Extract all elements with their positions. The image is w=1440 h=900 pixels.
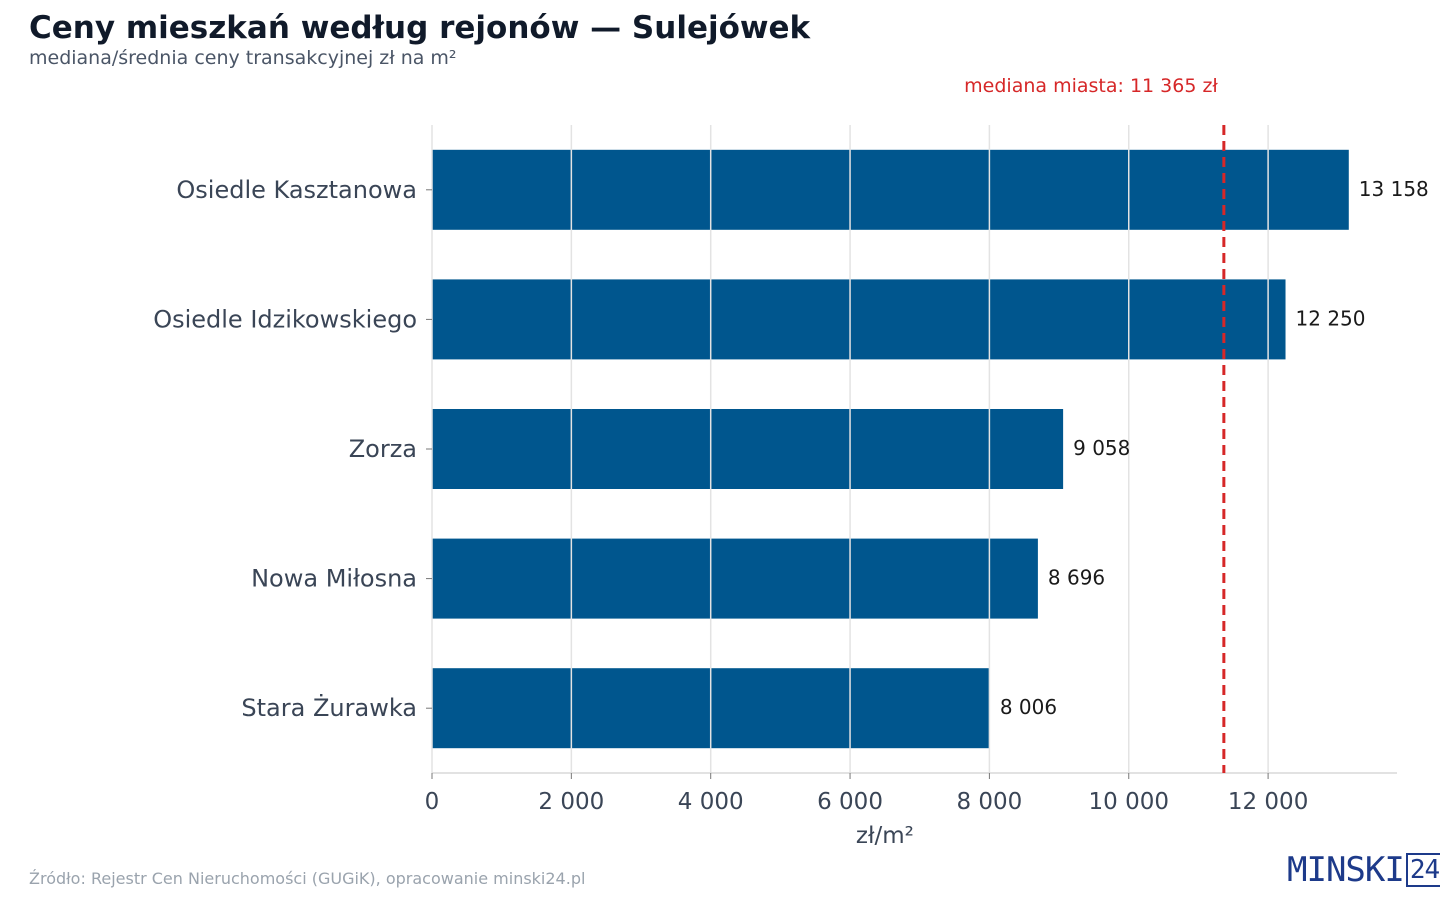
minski24-logo: MINSKI 24 (1287, 850, 1440, 890)
logo-number: 24 (1405, 853, 1440, 887)
chart-subtitle: mediana/średnia ceny transakcyjnej zł na… (29, 47, 457, 69)
bar (432, 409, 1064, 489)
x-tick-label: 12 000 (1228, 789, 1308, 815)
value-label: 13 158 (1359, 177, 1429, 201)
category-label: Osiedle Kasztanowa (176, 176, 417, 204)
x-tick-label: 10 000 (1089, 789, 1169, 815)
category-label: Stara Żurawka (241, 693, 417, 722)
value-label: 8 006 (1000, 695, 1057, 719)
x-tick-label: 4 000 (678, 789, 744, 815)
source-note: Źródło: Rejestr Cen Nieruchomości (GUGiK… (29, 869, 586, 888)
bar (432, 149, 1349, 230)
x-axis-title: zł/m² (856, 823, 914, 849)
x-tick-label: 6 000 (817, 789, 883, 815)
value-label: 8 696 (1048, 566, 1105, 590)
category-label: Nowa Miłosna (251, 565, 417, 593)
median-reference-label: mediana miasta: 11 365 zł (964, 75, 1218, 97)
chart-title: Ceny mieszkań według rejonów — Sulejówek (29, 10, 811, 46)
bar (432, 279, 1286, 360)
value-label: 12 250 (1296, 306, 1366, 330)
logo-text: MINSKI (1287, 850, 1405, 890)
value-label: 9 058 (1073, 436, 1130, 460)
x-tick-label: 0 (425, 789, 440, 815)
category-label: Zorza (349, 435, 417, 463)
bar (432, 538, 1038, 619)
category-label: Osiedle Idzikowskiego (153, 305, 417, 333)
x-tick-label: 8 000 (956, 789, 1022, 815)
x-tick-label: 2 000 (538, 789, 604, 815)
